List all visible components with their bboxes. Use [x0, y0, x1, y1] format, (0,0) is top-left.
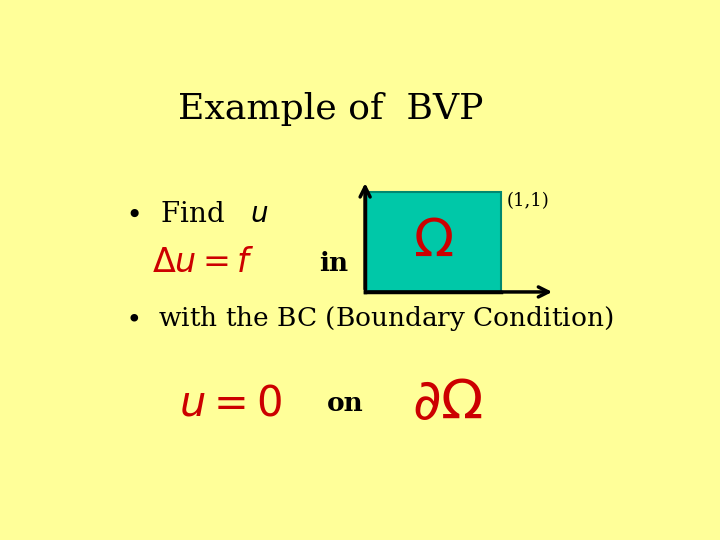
Text: in: in: [319, 251, 348, 276]
Text: Example of  BVP: Example of BVP: [178, 92, 483, 126]
Text: $\partial\Omega$: $\partial\Omega$: [412, 376, 482, 430]
Text: $\bullet$  Find   $u$: $\bullet$ Find $u$: [125, 201, 269, 228]
Bar: [365, 192, 500, 292]
Text: (1,1): (1,1): [507, 192, 549, 210]
Text: $\Omega$: $\Omega$: [413, 216, 453, 268]
Text: $\bullet$  with the BC (Boundary Condition): $\bullet$ with the BC (Boundary Conditio…: [125, 305, 613, 333]
Text: on: on: [326, 391, 363, 416]
Text: $u = 0$: $u = 0$: [179, 383, 282, 424]
Text: $\Delta u = f$: $\Delta u = f$: [152, 247, 255, 280]
